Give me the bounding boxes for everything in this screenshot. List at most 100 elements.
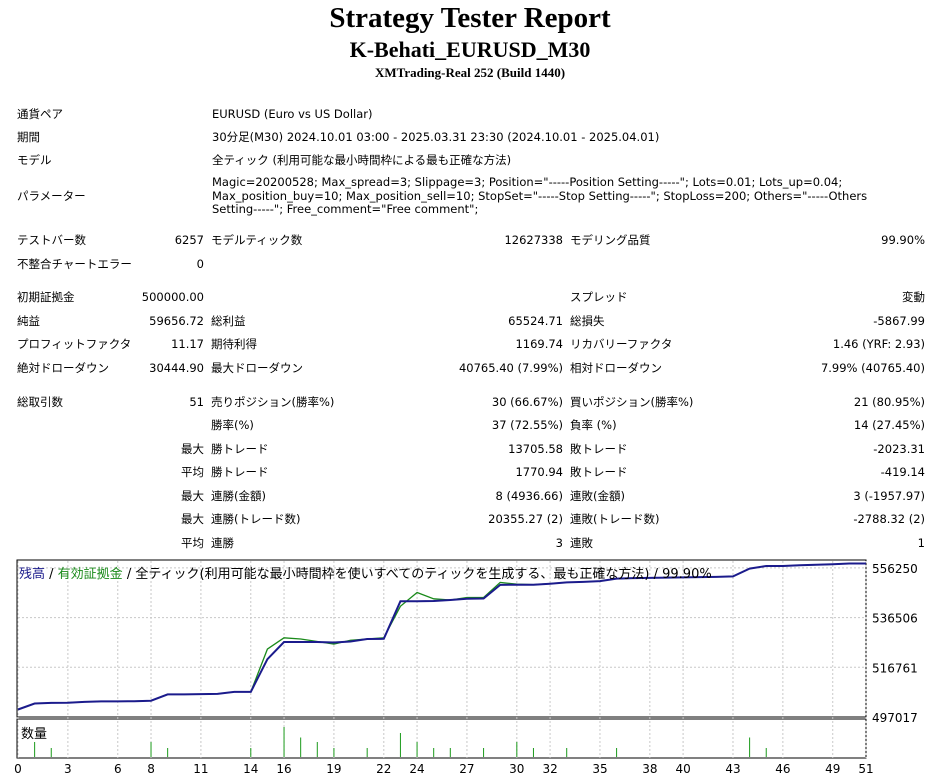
spread-value: 変動 — [902, 290, 925, 304]
x-tick-label: 51 — [858, 762, 873, 776]
pf-label: プロフィットファクタ — [17, 337, 132, 351]
x-tick-label: 38 — [642, 762, 657, 776]
abs-dd-label: 絶対ドローダウン — [17, 361, 109, 375]
chart-frame — [16, 559, 867, 718]
pair-value: EURUSD (Euro vs US Dollar) — [212, 107, 373, 121]
server-info: XMTrading-Real 252 (Build 1440) — [374, 65, 566, 80]
payoff-label: 期待利得 — [211, 337, 257, 351]
balance-line — [17, 562, 866, 711]
model-value: 全ティック (利用可能な最小時間枠による最も正確な方法) — [212, 153, 512, 167]
pf-value: 11.17 — [171, 337, 204, 351]
period-value: 30分足(M30) 2024.10.01 03:00 - 2025.03.31 … — [212, 130, 660, 144]
avg-prefix: 平均 — [181, 465, 204, 479]
quality-label: モデリング品質 — [570, 233, 651, 247]
avg-cons-wins-label: 連勝 — [211, 536, 234, 550]
y-tick-label: 497017 — [872, 711, 918, 725]
win-pct-label: 勝率(%) — [211, 418, 254, 432]
x-tick-label: 49 — [825, 762, 840, 776]
largest-win-value: 13705.58 — [508, 442, 563, 456]
recovery-label: リカバリーファクタ — [570, 337, 673, 351]
abs-dd-value: 30444.90 — [149, 361, 204, 375]
win-pct-value: 37 (72.55%) — [491, 418, 563, 432]
max-prefix: 最大 — [181, 512, 204, 526]
ticks-label: モデルティック数 — [211, 233, 303, 247]
long-label: 買いポジション(勝率%) — [570, 395, 694, 409]
y-tick-label: 556250 — [872, 562, 918, 576]
gross-profit-value: 65524.71 — [508, 314, 563, 328]
x-tick-label: 40 — [675, 762, 690, 776]
legend-sep: / — [45, 567, 58, 582]
ticks-value: 12627338 — [504, 233, 563, 247]
param-label: パラメーター — [17, 189, 86, 203]
report-title: Strategy Tester Report — [329, 2, 611, 34]
max-cons-loss-value: -2788.32 (2) — [853, 512, 925, 526]
avg-cons-wins-value: 3 — [555, 536, 563, 550]
mismatch-value: 0 — [196, 257, 204, 271]
avg-cons-losses-label: 連敗 — [570, 536, 593, 550]
gross-loss-value: -5867.99 — [873, 314, 925, 328]
x-tick-label: 30 — [509, 762, 524, 776]
bars-value: 6257 — [174, 233, 204, 247]
avg-loss-value: -419.14 — [880, 465, 925, 479]
quality-value: 99.90% — [881, 233, 925, 247]
x-tick-label: 11 — [193, 762, 208, 776]
largest-loss-label: 敗トレード — [570, 442, 628, 456]
short-label: 売りポジション(勝率%) — [211, 395, 335, 409]
y-tick-label: 536506 — [872, 612, 918, 626]
avg-prefix: 平均 — [181, 536, 204, 550]
period-label: 期間 — [17, 130, 40, 144]
x-tick-label: 0 — [14, 762, 22, 776]
avg-win-label: 勝トレード — [211, 465, 269, 479]
volume-frame — [16, 718, 867, 759]
max-cons-profit-value: 20355.27 (2) — [488, 512, 563, 526]
y-tick-label: 516761 — [872, 661, 918, 675]
deposit-value: 500000.00 — [141, 290, 204, 304]
max-prefix: 最大 — [181, 489, 204, 503]
x-tick-label: 16 — [276, 762, 291, 776]
model-label: モデル — [17, 153, 52, 167]
deposit-label: 初期証拠金 — [17, 290, 75, 304]
x-tick-label: 19 — [326, 762, 341, 776]
chart-legend: 残高 / 有効証拠金 / 全ティック(利用可能な最小時間枠を使いすべてのティック… — [19, 563, 712, 582]
x-tick-label: 3 — [64, 762, 72, 776]
avg-win-value: 1770.94 — [515, 465, 563, 479]
avg-loss-label: 敗トレード — [570, 465, 628, 479]
trades-label: 総取引数 — [17, 395, 63, 409]
max-cons-wins-value: 8 (4936.66) — [495, 489, 563, 503]
rel-dd-label: 相対ドローダウン — [570, 361, 662, 375]
x-tick-label: 43 — [725, 762, 740, 776]
legend-rest: / 全ティック(利用可能な最小時間枠を使いすべてのティックを生成する、最も正確な… — [122, 567, 712, 582]
volume-label: 数量 — [21, 727, 48, 742]
x-tick-label: 22 — [376, 762, 391, 776]
max-cons-wins-label: 連勝(金額) — [211, 489, 266, 503]
avg-cons-losses-value: 1 — [917, 536, 925, 550]
loss-pct-value: 14 (27.45%) — [853, 418, 925, 432]
payoff-value: 1169.74 — [515, 337, 563, 351]
long-value: 21 (80.95%) — [853, 395, 925, 409]
max-cons-profit-label: 連勝(トレード数) — [211, 512, 301, 526]
net-value: 59656.72 — [149, 314, 204, 328]
max-prefix: 最大 — [181, 442, 204, 456]
gross-loss-label: 総損失 — [570, 314, 605, 328]
x-tick-label: 46 — [775, 762, 790, 776]
largest-loss-value: -2023.31 — [873, 442, 925, 456]
x-tick-label: 8 — [147, 762, 155, 776]
x-tick-label: 14 — [243, 762, 258, 776]
max-cons-losses-value: 3 (-1957.97) — [853, 489, 925, 503]
net-label: 純益 — [17, 314, 40, 328]
legend-equity: 有効証拠金 — [57, 567, 123, 582]
legend-balance: 残高 — [19, 567, 46, 582]
x-tick-label: 24 — [409, 762, 424, 776]
bars-label: テストバー数 — [17, 233, 86, 247]
gross-profit-label: 総利益 — [211, 314, 246, 328]
balance-chart: 497017 516761 536506 556250 0 3 6 8 11 14 16 19 22 2… — [14, 559, 918, 776]
param-value: Magic=20200528; Max_spread=3; Slippage=3… — [212, 175, 868, 216]
short-value: 30 (66.67%) — [491, 395, 563, 409]
x-tick-label: 6 — [114, 762, 122, 776]
trades-value: 51 — [189, 395, 204, 409]
rel-dd-value: 7.99% (40765.40) — [820, 361, 925, 375]
x-tick-label: 27 — [459, 762, 474, 776]
x-tick-label: 35 — [592, 762, 607, 776]
report-subtitle: K-Behati_EURUSD_M30 — [349, 37, 591, 62]
max-cons-losses-label: 連敗(金額) — [570, 489, 625, 503]
